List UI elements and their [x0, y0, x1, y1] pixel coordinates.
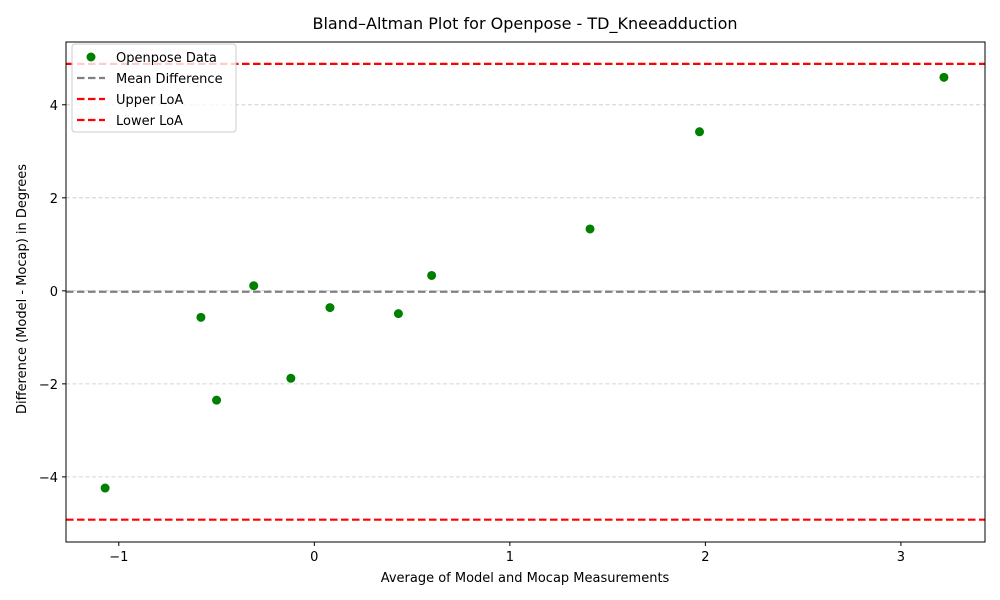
legend-label: Mean Difference: [116, 72, 223, 87]
reference-lines-layer: [66, 62, 985, 521]
data-point: [393, 309, 403, 319]
axes-layer: −1 0 1 2 3 −4 −2 0 2 4: [39, 41, 986, 565]
x-tick-label: −1: [109, 550, 128, 565]
y-axis-label: Difference (Model - Mocap) in Degrees: [15, 164, 30, 414]
data-point: [695, 127, 705, 137]
legend-marker: [86, 52, 96, 62]
x-tick-label: 3: [897, 550, 905, 565]
x-tick-label: 1: [506, 550, 514, 565]
legend-box: [71, 43, 237, 133]
y-tick-label: 4: [50, 99, 58, 114]
data-point: [286, 373, 296, 383]
plot-frame: [65, 41, 986, 543]
data-point: [249, 281, 259, 291]
legend-label: Upper LoA: [116, 93, 183, 108]
x-tick-label: 0: [310, 550, 318, 565]
legend-label: Openpose Data: [116, 51, 217, 66]
data-point: [585, 224, 595, 234]
points-layer: [100, 72, 949, 493]
chart-title: Bland–Altman Plot for Openpose - TD_Knee…: [312, 14, 737, 34]
y-tick-label: −2: [39, 378, 58, 393]
data-point: [939, 72, 949, 82]
x-tick-label: 2: [701, 550, 709, 565]
y-tick-label: −4: [39, 471, 58, 486]
data-point: [212, 395, 222, 405]
legend: Openpose Data Mean Difference Upper LoA Low…: [71, 43, 237, 133]
data-point: [196, 312, 206, 322]
data-point: [427, 270, 437, 280]
data-point: [325, 303, 335, 313]
y-tick-label: 0: [50, 285, 58, 300]
data-point: [100, 483, 110, 493]
legend-label: Lower LoA: [116, 114, 183, 129]
y-tick-label: 2: [50, 192, 58, 207]
x-axis-label: Average of Model and Mocap Measurements: [381, 571, 670, 586]
